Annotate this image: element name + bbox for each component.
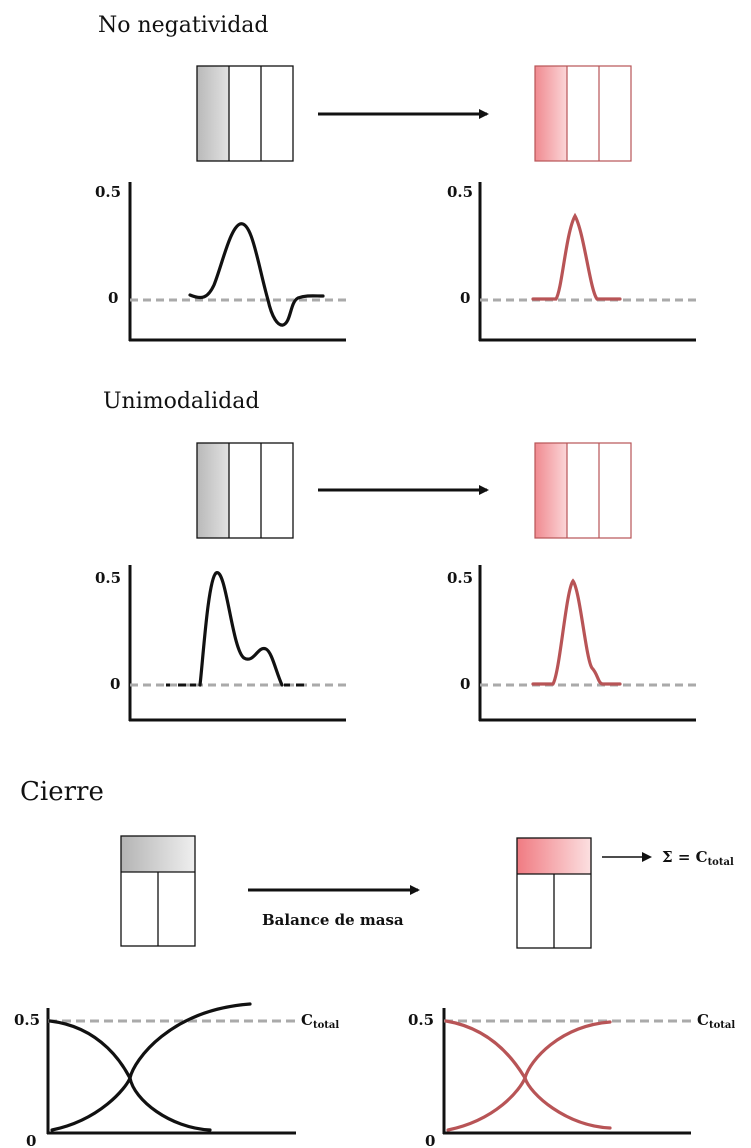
plot-original: 0.5 0 Ctotal — [14, 1002, 339, 1148]
tick-label-top: 0.5 — [447, 569, 473, 587]
section-title-no-negatividad: No negatividad — [98, 13, 269, 38]
plot-original: 0.5 0 — [95, 565, 346, 722]
section-title-unimodalidad: Unimodalidad — [103, 389, 259, 414]
series-curve — [531, 212, 622, 301]
series-curve-increasing — [50, 1002, 252, 1132]
matrix-constrained — [516, 837, 592, 949]
series-curve — [531, 578, 622, 686]
matrix-shaded-row — [121, 836, 195, 872]
matrix-shaded-column — [197, 66, 229, 161]
matrix-original — [196, 442, 294, 539]
matrix-constrained — [534, 65, 632, 162]
series-curve-decreasing — [444, 1019, 612, 1130]
tick-label-top: 0.5 — [447, 183, 473, 201]
matrix-shaded-row — [517, 838, 591, 874]
tick-label-zero: 0 — [460, 675, 470, 693]
tick-label-zero: 0 — [425, 1132, 435, 1148]
plot-constrained: 0.5 0 — [447, 182, 696, 342]
tick-label-top: 0.5 — [408, 1011, 434, 1029]
section-cierre: Cierre Balance de masa Σ = Ctotal 0.5 0 … — [14, 777, 735, 1148]
mass-balance-label: Balance de masa — [262, 911, 404, 929]
matrix-shaded-column — [535, 443, 567, 538]
tick-label-zero: 0 — [110, 675, 120, 693]
matrix-outline — [534, 65, 632, 162]
matrix-original — [196, 65, 294, 162]
series-curve — [198, 571, 284, 687]
tick-label-zero: 0 — [26, 1132, 36, 1148]
total-label: Ctotal — [301, 1011, 339, 1031]
matrix-original — [120, 835, 196, 947]
matrix-outline — [196, 442, 294, 539]
section-no-negatividad: No negatividad 0.5 0 0.5 0 — [95, 13, 696, 342]
section-title-cierre: Cierre — [20, 777, 104, 807]
series-curve — [188, 222, 325, 327]
matrix-shaded-column — [197, 443, 229, 538]
total-label: Ctotal — [697, 1011, 735, 1031]
sum-equation: Σ = Ctotal — [662, 848, 734, 868]
section-unimodalidad: Unimodalidad 0.5 0 0.5 0 — [95, 389, 696, 722]
tick-label-top: 0.5 — [95, 183, 121, 201]
tick-label-top: 0.5 — [95, 569, 121, 587]
series-curve-increasing — [446, 1020, 612, 1132]
matrix-shaded-column — [535, 66, 567, 161]
tick-label-top: 0.5 — [14, 1011, 40, 1029]
plot-constrained: 0.5 0 Ctotal — [408, 1008, 735, 1148]
matrix-outline — [196, 65, 294, 162]
matrix-constrained — [534, 442, 632, 539]
plot-original: 0.5 0 — [95, 182, 346, 342]
matrix-outline — [534, 442, 632, 539]
tick-label-zero: 0 — [460, 289, 470, 307]
plot-constrained: 0.5 0 — [447, 565, 696, 722]
tick-label-zero: 0 — [108, 289, 118, 307]
